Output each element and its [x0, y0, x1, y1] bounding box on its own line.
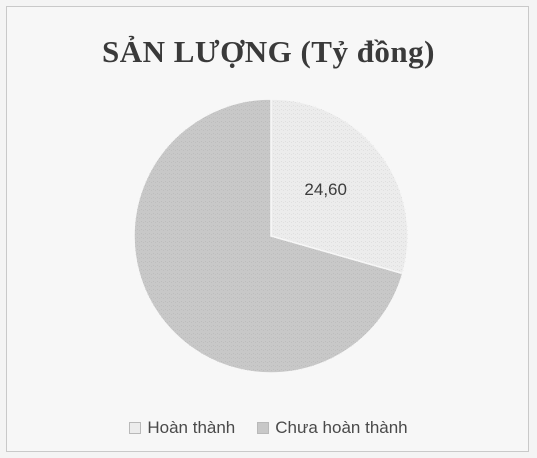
legend-swatch-chua-hoan-thanh — [257, 422, 270, 434]
legend-item-chua-hoan-thanh: Chưa hoàn thành — [257, 418, 408, 438]
pie-slice-texture — [134, 99, 403, 373]
legend-item-hoan-thanh: Hoàn thành — [129, 418, 235, 438]
legend-swatch-hoan-thanh — [129, 422, 142, 434]
legend-label-chua-hoan-thanh: Chưa hoàn thành — [275, 418, 408, 437]
chart-legend: Hoàn thành Chưa hoàn thành — [0, 418, 537, 438]
data-label-hoan-thanh: 24,60 — [304, 180, 347, 199]
pie-slice-texture — [271, 99, 408, 274]
chart-title: SẢN LƯỢNG (Tỷ đồng) — [101, 34, 436, 69]
legend-label-hoan-thanh: Hoàn thành — [147, 418, 236, 437]
